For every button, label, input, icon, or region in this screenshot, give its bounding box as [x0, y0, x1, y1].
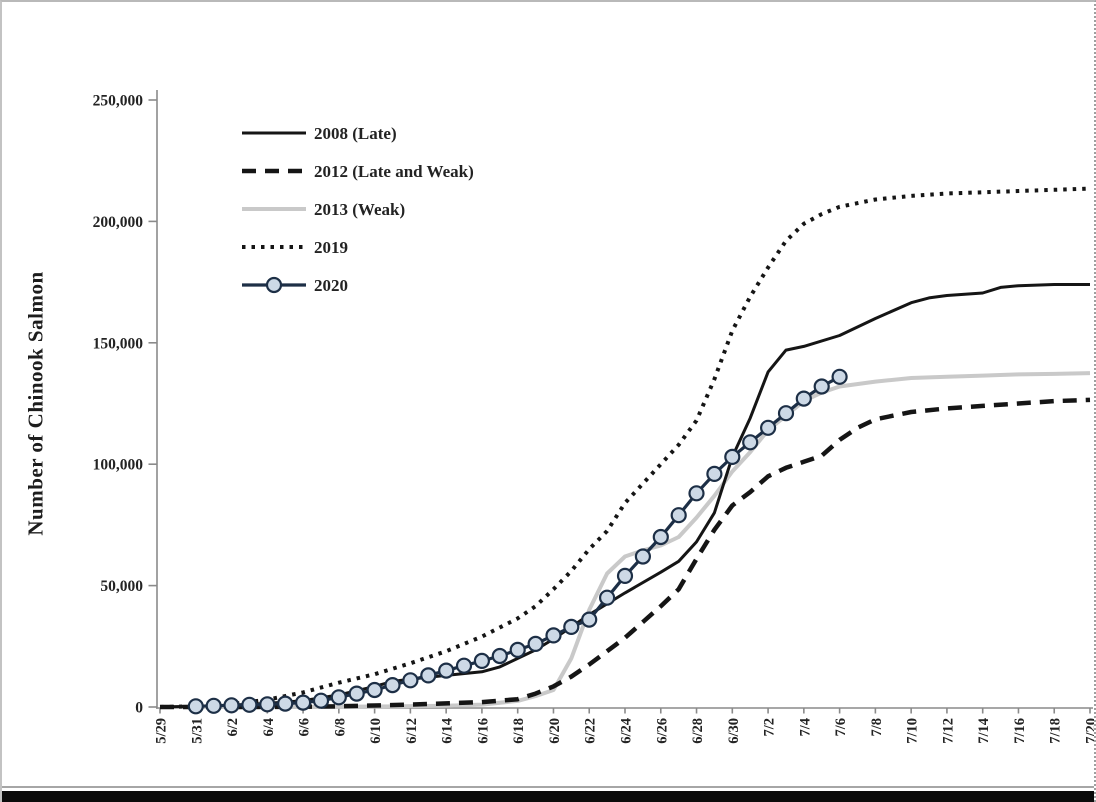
legend-label-2013-weak: 2013 (Weak) — [314, 200, 405, 219]
x-tick-label: 6/8 — [332, 718, 348, 737]
series-marker-2020 — [652, 528, 669, 546]
x-tick-label: 7/8 — [869, 718, 885, 737]
series-line-2019 — [159, 186, 1091, 709]
x-tick-label: 7/20 — [1084, 718, 1096, 744]
series-marker-2020 — [688, 485, 705, 502]
x-tick-label: 6/4 — [261, 718, 277, 737]
y-tick-label: 250,000 — [93, 93, 144, 110]
x-tick-label: 7/18 — [1048, 718, 1064, 744]
x-tick-label: 7/14 — [976, 718, 992, 744]
series-marker-2020 — [581, 611, 598, 628]
series-marker-2020 — [563, 618, 580, 636]
series-marker-2020 — [384, 676, 401, 694]
x-tick-label: 6/30 — [726, 718, 742, 744]
series-marker-2020 — [295, 694, 312, 711]
x-tick-label: 7/2 — [762, 718, 778, 737]
series-marker-2020 — [402, 672, 419, 689]
x-tick-label: 6/6 — [297, 718, 313, 737]
legend-label-2008-late: 2008 (Late) — [314, 124, 397, 143]
x-tick-label: 6/22 — [583, 718, 599, 744]
legend-label-2019: 2019 — [314, 238, 348, 257]
x-tick-label: 6/18 — [511, 718, 527, 744]
x-tick-label: 6/20 — [547, 718, 563, 744]
series-marker-2020 — [670, 507, 687, 524]
series-marker-2020 — [616, 567, 634, 585]
series-marker-2020 — [205, 697, 222, 714]
series-marker-2020 — [330, 689, 347, 706]
legend-label-2020: 2020 — [314, 276, 348, 295]
series-marker-2020 — [634, 548, 652, 565]
x-tick-label: 7/6 — [833, 718, 849, 737]
y-tick-label: 150,000 — [93, 335, 144, 352]
x-tick-label: 7/12 — [940, 718, 956, 744]
series-marker-2020 — [491, 647, 508, 665]
series-marker-2020 — [545, 627, 562, 644]
y-axis-title: Number of Chinook Salmon — [23, 271, 48, 536]
series-marker-2020 — [241, 696, 258, 713]
x-tick-label: 6/2 — [225, 718, 241, 737]
y-tick-label: 0 — [135, 700, 143, 717]
series-marker-2020 — [509, 641, 526, 659]
series-marker-2020 — [366, 681, 383, 699]
x-tick-label: 5/31 — [189, 718, 205, 744]
y-tick-label: 50,000 — [100, 578, 143, 595]
series-marker-2020 — [813, 378, 830, 395]
series-marker-2020 — [473, 652, 490, 670]
x-tick-label: 7/4 — [797, 718, 813, 737]
series-line-2008-late — [159, 283, 1090, 709]
x-tick-label: 6/14 — [440, 718, 456, 744]
series-marker-2020 — [455, 657, 473, 674]
series-marker-2020 — [223, 697, 240, 714]
x-tick-label: 7/10 — [905, 718, 921, 744]
y-tick-label: 100,000 — [93, 457, 144, 474]
series-marker-2020 — [795, 390, 812, 407]
series-line-2013-weak — [160, 371, 1091, 709]
x-tick-label: 7/16 — [1012, 718, 1028, 744]
series-marker-2020 — [724, 448, 741, 465]
series-marker-2020 — [438, 662, 455, 679]
x-tick-label: 6/16 — [475, 718, 491, 744]
series-marker-2020 — [348, 685, 365, 702]
series-marker-2020 — [759, 419, 777, 436]
series-marker-2020 — [527, 635, 544, 653]
series-marker-2020 — [312, 692, 330, 709]
y-tick-label: 200,000 — [93, 214, 144, 231]
series-marker-2020 — [187, 698, 204, 715]
series-marker-2020 — [742, 434, 759, 451]
series-marker-2020 — [706, 465, 723, 482]
x-tick-label: 6/12 — [404, 718, 420, 744]
scan-rule — [2, 786, 1094, 788]
series-marker-2020 — [831, 368, 848, 385]
series-marker-2020 — [277, 695, 294, 712]
x-tick-label: 6/28 — [690, 718, 706, 744]
x-tick-label: 6/26 — [654, 718, 670, 744]
series-marker-2020 — [420, 667, 437, 684]
legend-marker-2020 — [265, 276, 283, 294]
series-line-2012-late-and-weak — [160, 397, 1091, 710]
series-marker-2020 — [777, 405, 795, 422]
bottom-border-bar — [2, 791, 1094, 802]
legend-label-2012-late-and-weak: 2012 (Late and Weak) — [314, 162, 474, 181]
x-tick-label: 5/29 — [154, 718, 170, 744]
series-marker-2020 — [598, 589, 616, 606]
x-tick-label: 6/10 — [368, 718, 384, 744]
series-marker-2020 — [259, 696, 276, 713]
x-tick-label: 6/24 — [619, 718, 635, 744]
